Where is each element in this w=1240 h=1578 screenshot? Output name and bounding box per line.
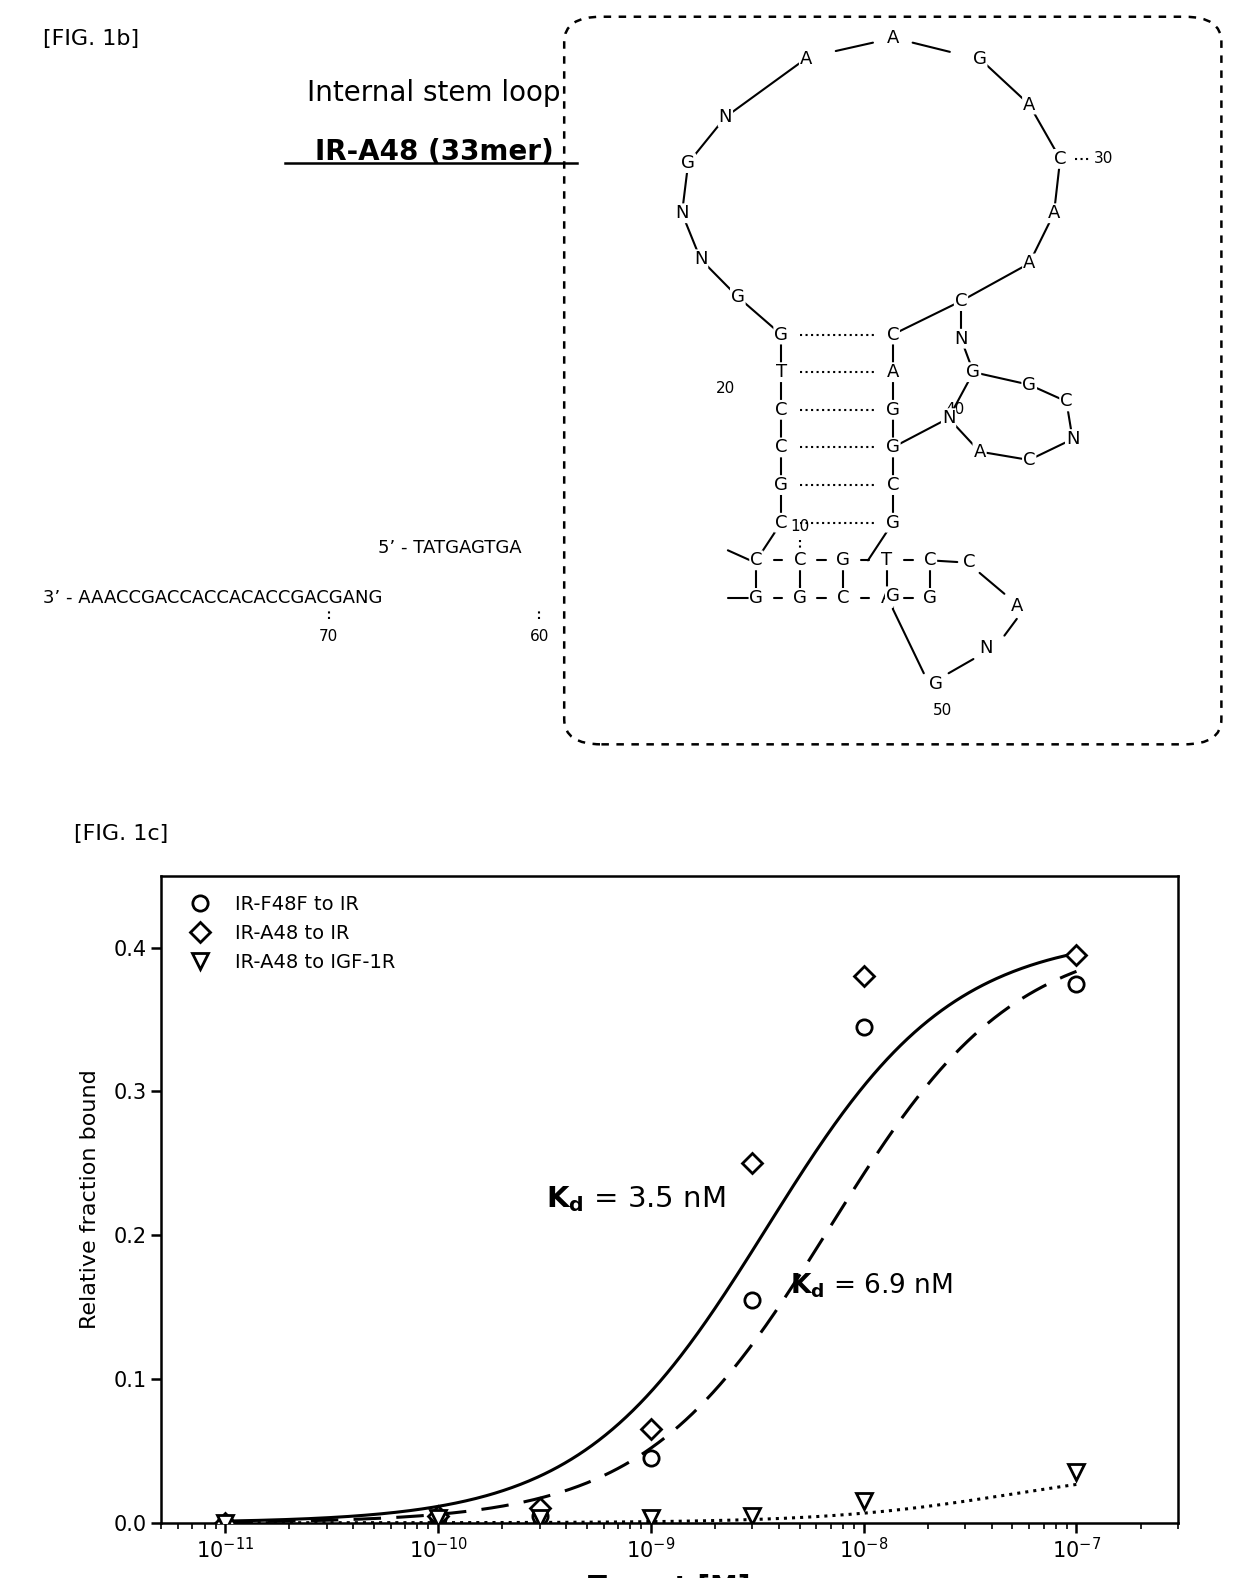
Text: G: G — [885, 401, 900, 418]
Text: G: G — [972, 49, 987, 68]
Text: C: C — [775, 439, 787, 456]
IR-F48F to IR — [1069, 974, 1084, 993]
IR-A48 to IR — [532, 1499, 547, 1518]
IR-F48F to IR — [218, 1513, 233, 1532]
IR-A48 to IGF-1R — [430, 1509, 445, 1528]
Text: N: N — [955, 330, 967, 347]
Text: N: N — [676, 204, 688, 222]
Text: G: G — [681, 155, 696, 172]
Text: N: N — [1066, 431, 1079, 448]
Text: T: T — [882, 551, 892, 570]
Text: G: G — [885, 439, 900, 456]
Text: N: N — [719, 107, 732, 126]
IR-A48 to IGF-1R — [745, 1505, 760, 1524]
IR-A48 to IR — [430, 1505, 445, 1524]
Text: 5’ - TATGAGTGA: 5’ - TATGAGTGA — [378, 538, 522, 557]
Text: G: G — [966, 363, 981, 382]
IR-F48F to IR — [430, 1509, 445, 1528]
Line: IR-A48 to IR: IR-A48 to IR — [218, 948, 1084, 1529]
Text: G: G — [774, 325, 789, 344]
Text: 30: 30 — [1094, 151, 1114, 166]
IR-A48 to IR — [857, 967, 872, 986]
Text: G: G — [929, 675, 944, 693]
Text: C: C — [963, 552, 976, 571]
Text: C: C — [750, 551, 763, 570]
Text: A: A — [1011, 598, 1023, 615]
Text: C: C — [924, 551, 936, 570]
Text: A: A — [1048, 204, 1060, 222]
Text: G: G — [774, 477, 789, 494]
Text: A: A — [887, 363, 899, 382]
Text: 70: 70 — [319, 630, 339, 644]
Text: G: G — [730, 287, 745, 306]
Text: A: A — [1023, 96, 1035, 114]
Line: IR-A48 to IGF-1R: IR-A48 to IGF-1R — [218, 1464, 1084, 1531]
Text: G: G — [1022, 376, 1037, 394]
Text: G: G — [885, 514, 900, 532]
IR-A48 to IR — [218, 1513, 233, 1532]
Text: 10: 10 — [790, 519, 810, 533]
Text: G: G — [836, 551, 851, 570]
Text: 50: 50 — [932, 702, 952, 718]
X-axis label: Target [M]: Target [M] — [588, 1573, 751, 1578]
Legend: IR-F48F to IR, IR-A48 to IR, IR-A48 to IGF-1R: IR-F48F to IR, IR-A48 to IR, IR-A48 to I… — [171, 885, 405, 982]
Text: N: N — [980, 639, 992, 656]
IR-A48 to IR — [1069, 945, 1084, 964]
IR-F48F to IR — [857, 1018, 872, 1037]
Text: C: C — [1054, 150, 1066, 167]
IR-A48 to IR — [644, 1420, 658, 1439]
IR-A48 to IGF-1R — [532, 1509, 547, 1528]
Text: G: G — [885, 587, 900, 606]
Text: C: C — [794, 551, 806, 570]
Text: C: C — [1023, 451, 1035, 469]
Text: Internal stem loop: Internal stem loop — [308, 79, 560, 107]
Text: C: C — [775, 401, 787, 418]
Text: C: C — [887, 477, 899, 494]
IR-A48 to IR — [745, 1154, 760, 1172]
Text: IR-A48 (33mer): IR-A48 (33mer) — [315, 137, 553, 166]
Text: A: A — [800, 49, 812, 68]
Text: 40: 40 — [945, 402, 965, 417]
Text: 20: 20 — [715, 382, 735, 396]
IR-F48F to IR — [644, 1449, 658, 1468]
IR-F48F to IR — [532, 1505, 547, 1524]
Text: A: A — [1023, 254, 1035, 273]
Text: G: G — [792, 589, 807, 608]
Text: C: C — [775, 514, 787, 532]
Line: IR-F48F to IR: IR-F48F to IR — [218, 975, 1084, 1531]
Text: C: C — [955, 292, 967, 311]
Text: [FIG. 1b]: [FIG. 1b] — [43, 30, 140, 49]
Text: T: T — [776, 363, 786, 382]
IR-A48 to IGF-1R — [857, 1491, 872, 1510]
Y-axis label: Relative fraction bound: Relative fraction bound — [79, 1070, 99, 1329]
Text: A: A — [973, 442, 986, 461]
IR-F48F to IR — [745, 1291, 760, 1310]
Text: C: C — [1060, 393, 1073, 410]
IR-A48 to IGF-1R — [644, 1509, 658, 1528]
Text: N: N — [942, 409, 955, 428]
Text: C: C — [887, 325, 899, 344]
Text: $\mathbf{K_d}$ = 6.9 nM: $\mathbf{K_d}$ = 6.9 nM — [790, 1272, 952, 1300]
Text: G: G — [923, 589, 937, 608]
Text: A: A — [887, 28, 899, 47]
Text: 3’ - AAACCGACCACCACACCGACGANG: 3’ - AAACCGACCACCACACCGACGANG — [43, 589, 383, 608]
Text: A: A — [880, 589, 893, 608]
Text: C: C — [837, 589, 849, 608]
IR-A48 to IGF-1R — [218, 1513, 233, 1532]
Text: N: N — [694, 251, 707, 268]
Text: [FIG. 1c]: [FIG. 1c] — [74, 824, 169, 844]
Text: 60: 60 — [529, 630, 549, 644]
Text: G: G — [749, 589, 764, 608]
Text: $\mathbf{K_d}$ = 3.5 nM: $\mathbf{K_d}$ = 3.5 nM — [546, 1185, 725, 1213]
IR-A48 to IGF-1R — [1069, 1463, 1084, 1482]
